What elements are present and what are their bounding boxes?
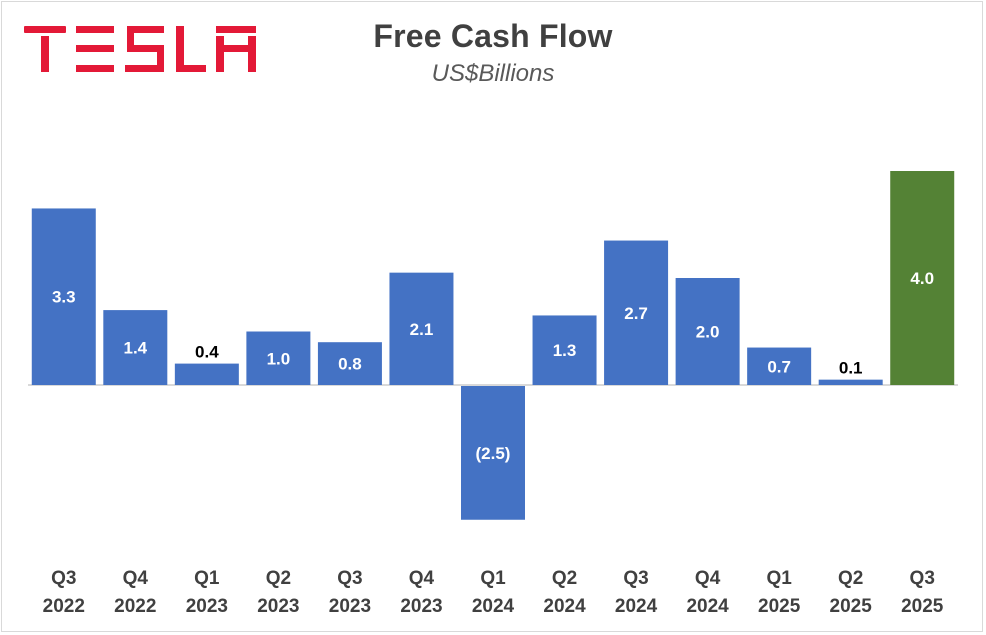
data-label: (2.5): [476, 444, 511, 463]
bar-q3-2024: [604, 240, 669, 385]
x-tick-year: 2025: [830, 596, 873, 617]
x-tick-year: 2022: [114, 596, 156, 617]
x-tick-year: 2023: [400, 596, 442, 617]
data-label: 1.3: [553, 341, 577, 360]
data-label: 2.7: [624, 304, 648, 323]
x-tick-year: 2024: [543, 596, 586, 617]
data-label: 0.8: [338, 355, 362, 374]
data-label: 4.0: [910, 269, 934, 288]
x-tick-year: 2024: [686, 596, 729, 617]
bar-q2-2025: [818, 379, 883, 385]
bar-q2-2024: [532, 315, 597, 385]
data-label: 1.0: [267, 349, 291, 368]
bar-q1-2024: [461, 386, 525, 520]
x-tick-quarter: Q3: [910, 568, 935, 589]
bar-q3-2022: [31, 208, 96, 385]
x-tick-year: 2022: [43, 596, 85, 617]
x-tick-quarter: Q1: [480, 568, 506, 589]
data-label: 2.1: [410, 320, 434, 339]
tesla-wordmark-icon: [24, 26, 256, 72]
x-tick-year: 2024: [615, 596, 658, 617]
x-tick-quarter: Q4: [123, 568, 149, 589]
x-tick-quarter: Q2: [266, 568, 291, 589]
x-tick-quarter: Q3: [623, 568, 648, 589]
bar-q3-2023: [317, 342, 382, 385]
bar-q4-2023: [389, 272, 454, 385]
bar-q2-2023: [246, 331, 311, 385]
x-tick-year: 2025: [901, 596, 944, 617]
bar-q3-2025: [890, 171, 955, 385]
chart-subtitle: US$Billions: [431, 60, 555, 87]
data-label: 0.4: [195, 343, 219, 362]
chart-title: Free Cash Flow: [373, 18, 613, 54]
data-label: 3.3: [52, 288, 76, 307]
x-tick-year: 2024: [472, 596, 515, 617]
x-tick-year: 2025: [758, 596, 801, 617]
tesla-logo: [24, 26, 256, 72]
data-label: 1.4: [123, 339, 147, 358]
data-label: 0.1: [839, 359, 863, 378]
x-tick-quarter: Q3: [337, 568, 362, 589]
x-tick-quarter: Q1: [194, 568, 220, 589]
x-tick-quarter: Q1: [766, 568, 792, 589]
x-tick-quarter: Q2: [838, 568, 863, 589]
x-tick-quarter: Q4: [695, 568, 721, 589]
data-label: 2.0: [696, 323, 720, 342]
x-tick-year: 2023: [186, 596, 228, 617]
bar-q4-2024: [675, 278, 740, 385]
x-tick-quarter: Q3: [51, 568, 76, 589]
bar-q1-2025: [747, 347, 812, 385]
x-tick-year: 2023: [257, 596, 299, 617]
x-tick-year: 2023: [329, 596, 371, 617]
x-tick-quarter: Q4: [409, 568, 435, 589]
bar-q1-2023: [174, 363, 239, 385]
x-tick-quarter: Q2: [552, 568, 577, 589]
bar-q4-2022: [103, 310, 168, 385]
data-label: 0.7: [767, 357, 791, 376]
